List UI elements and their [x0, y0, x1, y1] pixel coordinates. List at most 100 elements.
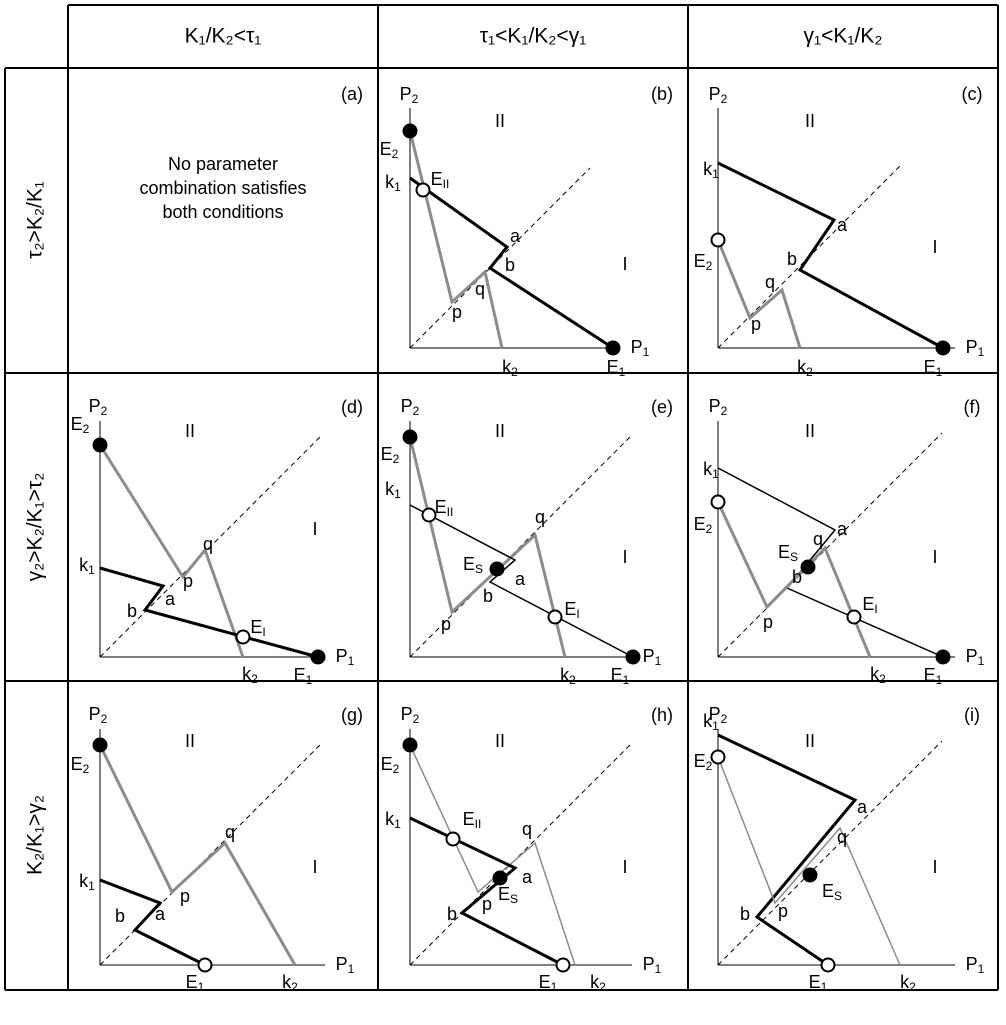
- label: q: [225, 822, 235, 842]
- label-text: a: [837, 519, 848, 539]
- label-sub: 1: [978, 345, 985, 359]
- label-text: k: [502, 357, 512, 377]
- label-sub: 1: [712, 467, 719, 481]
- label-text: E: [250, 617, 262, 637]
- label-text: I: [622, 254, 627, 274]
- label: II: [185, 421, 195, 441]
- equilibrium: [197, 957, 213, 973]
- label: E1: [186, 972, 205, 994]
- label-sub: 2: [706, 259, 713, 273]
- label: q: [475, 279, 485, 299]
- dashed-diagonal: [409, 742, 633, 966]
- label: P1: [631, 337, 650, 359]
- label-text: II: [805, 111, 815, 131]
- curve: [408, 436, 567, 658]
- equilibrium: [625, 649, 641, 665]
- label: P1: [336, 646, 355, 668]
- label-sub: 2: [569, 673, 576, 687]
- label: P1: [966, 954, 985, 976]
- label-sub: 2: [413, 404, 420, 418]
- label: II: [185, 731, 195, 751]
- label-sub: 1: [348, 654, 355, 668]
- label: k2: [502, 357, 518, 379]
- label-text: E: [463, 809, 475, 829]
- label: P2: [401, 704, 420, 726]
- label-text: p: [482, 894, 492, 914]
- label: E2: [71, 414, 90, 436]
- label-text: E: [694, 251, 706, 271]
- curve: [409, 816, 564, 967]
- label-text: P: [631, 337, 643, 357]
- dashed-diagonal: [717, 432, 943, 658]
- label-text: E: [611, 665, 623, 685]
- curve: [409, 176, 614, 350]
- label-sub: 1: [643, 345, 650, 359]
- label-sub: 1: [978, 654, 985, 668]
- equilibrium: [421, 507, 437, 523]
- label: P2: [401, 396, 420, 418]
- panel-tag: (d): [341, 397, 363, 417]
- label: p: [482, 894, 492, 914]
- label-sub: 2: [706, 522, 713, 536]
- label-sub: 1: [551, 980, 558, 994]
- label: k2: [870, 664, 886, 686]
- note-line: both conditions: [162, 202, 283, 222]
- label-sub: 2: [393, 452, 400, 466]
- label-sub: 2: [251, 672, 258, 686]
- label-text: I: [312, 857, 317, 877]
- label-text: k: [242, 664, 252, 684]
- label-text: E: [380, 139, 392, 159]
- label: q: [203, 534, 213, 554]
- label-sub: 2: [291, 980, 298, 994]
- label: p: [751, 314, 761, 334]
- label-text: q: [813, 529, 823, 549]
- label-text: a: [837, 215, 848, 235]
- label-text: k: [797, 357, 807, 377]
- label: q: [522, 819, 532, 839]
- label-text: P: [709, 396, 721, 416]
- label: a: [155, 904, 166, 924]
- dashed-diagonal: [99, 434, 323, 658]
- label-text: b: [483, 586, 493, 606]
- label-sub: 2: [806, 365, 813, 379]
- equilibrium: [310, 649, 326, 665]
- panel-tag: (c): [962, 84, 983, 104]
- label-text: b: [787, 249, 797, 269]
- curve: [99, 878, 206, 967]
- label-text: p: [441, 614, 451, 634]
- equilibrium: [935, 340, 951, 356]
- label-sub: 1: [394, 817, 401, 831]
- label: P2: [709, 396, 728, 418]
- label-sub: S: [834, 889, 842, 903]
- label: E1: [809, 972, 828, 994]
- label-text: k: [385, 479, 395, 499]
- label-text: q: [765, 272, 775, 292]
- panel-tag: (e): [651, 397, 673, 417]
- label-text: P: [966, 337, 978, 357]
- label-sub: 1: [348, 962, 355, 976]
- label-sub: 1: [655, 654, 662, 668]
- equilibrium: [710, 494, 726, 510]
- label: k2: [590, 972, 606, 994]
- label-text: p: [183, 571, 193, 591]
- label: b: [447, 904, 457, 924]
- label-sub: 2: [879, 672, 886, 686]
- label: a: [515, 569, 526, 589]
- label-sub: 2: [393, 762, 400, 776]
- label-sub: 2: [721, 404, 728, 418]
- label-text: k: [560, 665, 570, 685]
- label-sub: 1: [198, 980, 205, 994]
- label-sub: 2: [599, 980, 606, 994]
- label: P2: [89, 396, 108, 418]
- label-text: k: [870, 664, 880, 684]
- label: I: [312, 857, 317, 877]
- label: P1: [643, 646, 662, 668]
- label: E2: [694, 514, 713, 536]
- label: k1: [385, 479, 401, 501]
- label: b: [115, 906, 125, 926]
